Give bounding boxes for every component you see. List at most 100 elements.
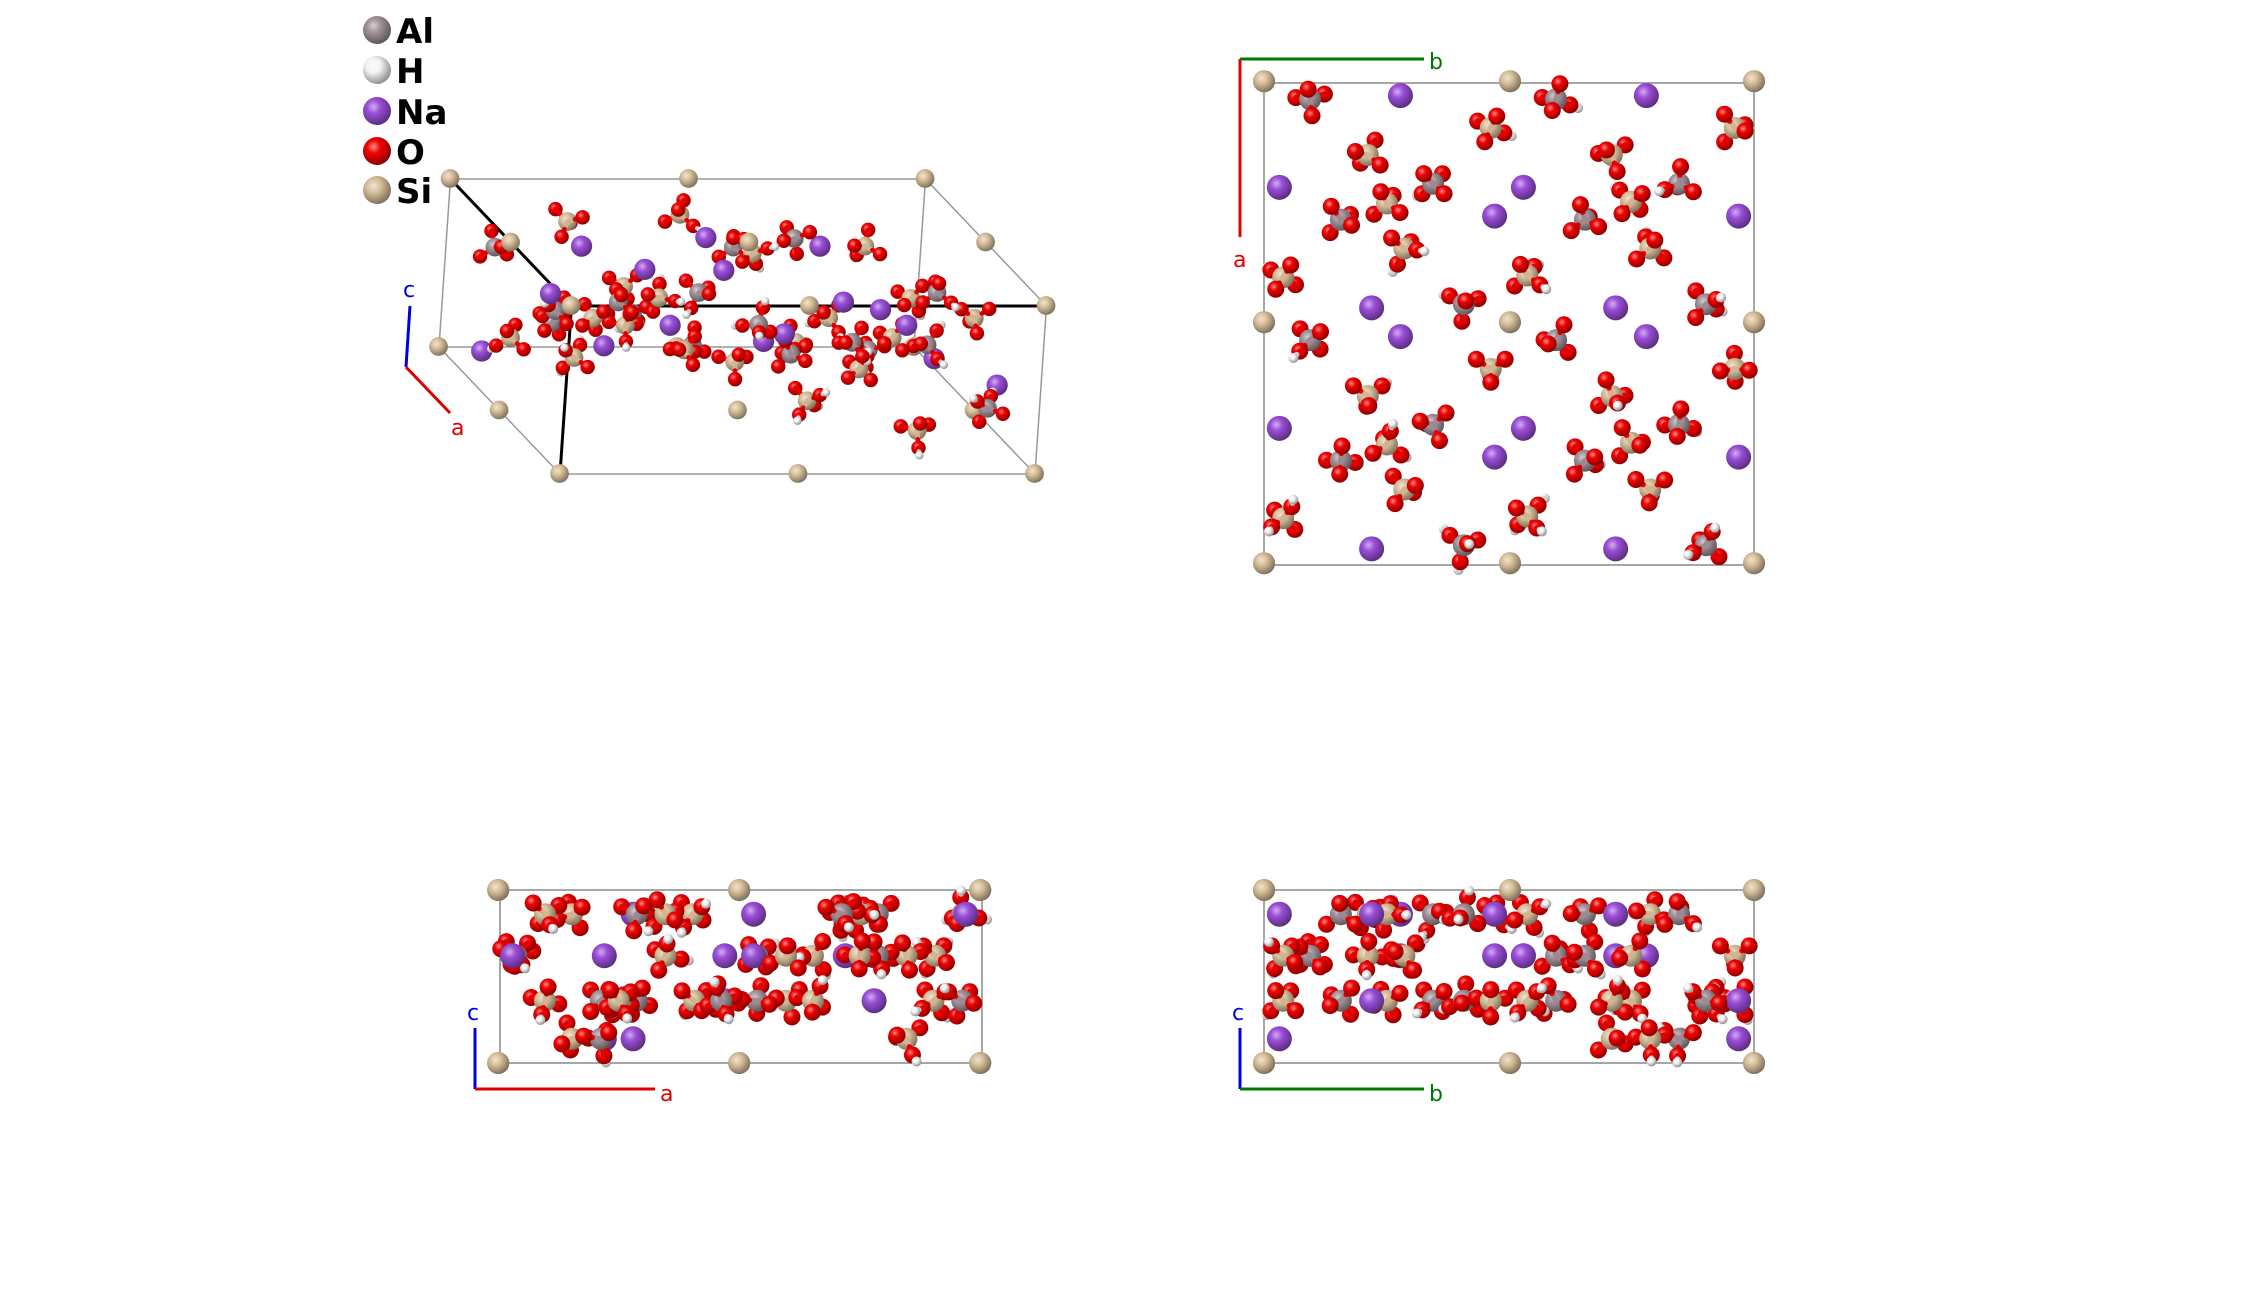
h-atom: [682, 310, 691, 319]
a-axis-label: a: [1233, 248, 1246, 273]
o-atom: [1613, 419, 1631, 437]
na-atom: [1603, 536, 1629, 562]
o-atom: [897, 297, 912, 313]
o-atom: [1613, 205, 1631, 223]
na-atom: [620, 1026, 646, 1052]
o-atom: [731, 347, 747, 362]
o-atom: [913, 336, 929, 351]
o-atom: [1740, 937, 1758, 955]
o-atom: [915, 278, 930, 294]
h-atom: [535, 1015, 546, 1026]
o-atom: [1415, 165, 1433, 183]
o-atom: [965, 994, 983, 1012]
o-atom: [1346, 142, 1364, 160]
na-atom: [1603, 295, 1629, 321]
o-atom: [1322, 197, 1340, 215]
o-atom: [855, 349, 870, 364]
na-atom: [712, 943, 738, 969]
o-atom: [1640, 1019, 1658, 1037]
side-view-along-b: [487, 879, 993, 1074]
o-atom: [1496, 350, 1514, 368]
na-swatch: [363, 97, 391, 125]
na-atom: [1359, 536, 1385, 562]
o-atom: [798, 353, 813, 369]
o-atom: [1488, 107, 1506, 125]
h-atom: [1716, 292, 1727, 303]
h-atom: [843, 922, 854, 933]
na-atom: [1482, 444, 1508, 470]
o-atom: [1299, 80, 1317, 98]
legend-label-al: Al: [396, 12, 434, 52]
axes-side-view-a: c b: [1232, 1001, 1443, 1107]
h-atom: [770, 242, 780, 251]
h-atom: [1541, 284, 1552, 295]
legend-item-al: Al: [363, 12, 434, 52]
si-atom: [679, 169, 698, 188]
o-atom: [537, 323, 552, 338]
o-atom: [1711, 362, 1729, 380]
o-swatch: [363, 137, 391, 165]
o-atom: [1736, 122, 1754, 140]
na-atom: [741, 943, 767, 969]
c-axis-label: c: [403, 278, 415, 303]
na-atom: [500, 943, 526, 969]
na-atom: [713, 259, 735, 281]
h-atom: [643, 926, 654, 937]
o-atom: [1597, 371, 1615, 389]
o-atom: [1684, 1024, 1702, 1042]
h-atom: [701, 898, 712, 909]
si-atom: [561, 296, 581, 315]
si-atom: [728, 1052, 751, 1074]
o-atom: [516, 342, 531, 357]
o-atom: [600, 1024, 618, 1042]
unit-cell-edge: [913, 178, 927, 348]
o-atom: [1633, 960, 1651, 978]
o-atom: [1590, 998, 1608, 1016]
o-atom: [625, 922, 643, 940]
h-atom: [1692, 922, 1703, 933]
h-atom: [560, 343, 569, 352]
h-atom: [969, 394, 978, 403]
h-atom: [1710, 522, 1721, 533]
o-atom: [648, 891, 666, 909]
na-atom: [953, 901, 979, 927]
o-atom: [524, 894, 542, 912]
o-atom: [1611, 949, 1629, 967]
o-atom: [888, 1026, 906, 1044]
si-atom: [788, 464, 808, 483]
na-atom: [1387, 324, 1413, 350]
si-atom: [1253, 879, 1275, 901]
na-atom: [741, 901, 767, 927]
h-atom: [951, 302, 960, 312]
h-atom: [621, 343, 631, 352]
na-atom: [832, 291, 855, 313]
h-atom: [1387, 418, 1398, 429]
o-atom: [1453, 994, 1471, 1012]
si-atom: [1498, 879, 1521, 901]
h-atom: [1683, 983, 1694, 994]
o-atom: [847, 238, 862, 253]
h-atom: [676, 297, 686, 307]
o-atom: [802, 225, 818, 240]
o-atom: [1318, 915, 1336, 933]
o-atom: [872, 246, 888, 262]
o-atom: [1551, 75, 1569, 93]
si-atom: [969, 879, 992, 901]
o-atom: [863, 372, 878, 388]
o-atom: [1371, 156, 1389, 174]
o-atom: [1321, 997, 1339, 1015]
o-atom: [1711, 937, 1729, 955]
a-axis-line: [404, 365, 452, 415]
o-atom: [735, 254, 750, 269]
side-view-along-a: [1253, 879, 1765, 1074]
si-atom: [501, 232, 520, 252]
o-atom: [1386, 495, 1404, 513]
h-atom: [1419, 246, 1430, 257]
o-atom: [1586, 448, 1604, 466]
h-atom: [663, 934, 674, 945]
legend-label-h: H: [396, 52, 424, 92]
si-atom: [1253, 1052, 1275, 1074]
o-atom: [1656, 915, 1674, 933]
legend-label-o: O: [396, 133, 425, 173]
na-atom: [1266, 174, 1292, 200]
